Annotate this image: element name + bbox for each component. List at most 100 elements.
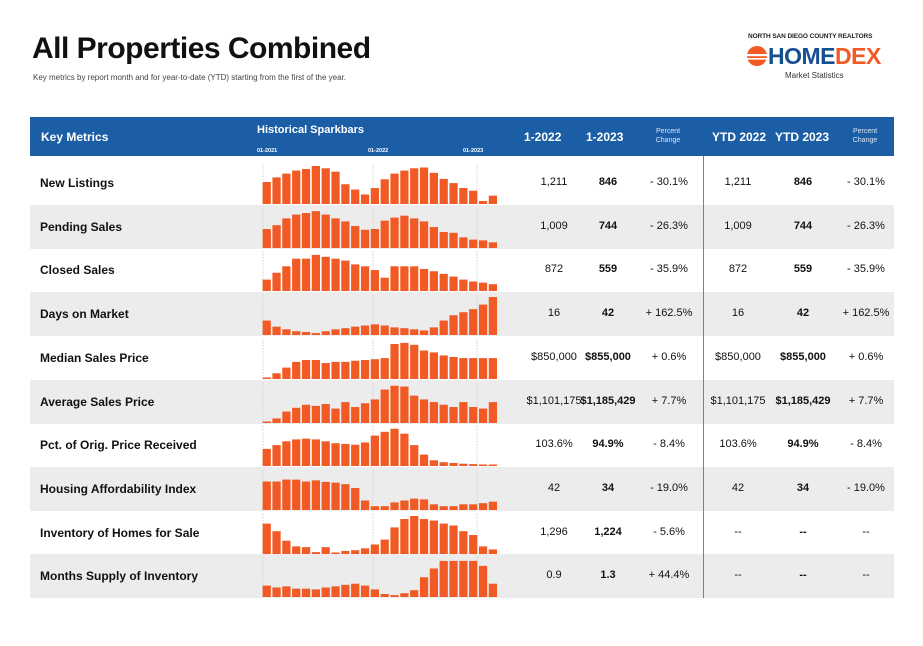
sparkbar xyxy=(311,405,320,423)
sparkbar xyxy=(419,167,429,204)
sparkbar xyxy=(459,279,468,291)
sparkbar xyxy=(262,229,271,248)
sparkbar xyxy=(410,498,419,510)
sparkbar xyxy=(370,435,379,466)
sparkbar xyxy=(301,169,311,204)
value-percent-change: - 30.1% xyxy=(650,176,688,188)
sparkbar xyxy=(400,500,409,510)
sparkbar xyxy=(272,587,281,597)
sparkbar xyxy=(410,218,419,248)
value-ytd-2022: 16 xyxy=(731,307,745,319)
header-ytd-2023: YTD 2023 xyxy=(775,130,830,144)
sparkbar xyxy=(292,588,301,597)
sparkbar xyxy=(282,266,291,291)
sparkbar xyxy=(360,325,370,335)
sparkbar xyxy=(390,173,399,204)
header-sparkbars: Historical Sparkbars xyxy=(257,124,364,136)
sparkbar xyxy=(341,361,350,379)
sparkbar xyxy=(429,227,438,248)
sparkbar xyxy=(272,418,281,423)
sparkbar xyxy=(370,399,379,423)
value-ytd-percent-change: + 0.6% xyxy=(848,351,884,363)
sparkbar xyxy=(419,221,429,248)
sparkbar xyxy=(351,583,360,597)
sparkbar xyxy=(262,481,271,510)
sparkbar xyxy=(292,546,301,554)
value-ytd-2023: 744 xyxy=(793,220,813,232)
table-row: Closed Sales 872 559 - 35.9% 872 559 - 35.9% xyxy=(30,248,894,292)
value-ytd-2022: -- xyxy=(734,569,742,581)
sparkbar xyxy=(351,487,360,510)
value-ytd-2022: -- xyxy=(734,526,742,538)
sparkbar xyxy=(390,595,399,597)
value-1-2023: 1,224 xyxy=(594,526,622,538)
sparkbar xyxy=(390,344,399,379)
sparkbar xyxy=(449,506,458,510)
value-1-2022: $850,000 xyxy=(531,351,577,363)
sparkbar xyxy=(469,309,478,335)
sparkbar xyxy=(262,523,271,554)
sparkbar xyxy=(272,481,281,510)
sparkbar xyxy=(301,331,311,335)
sparkbar xyxy=(478,358,488,379)
header-ytd-2022: YTD 2022 xyxy=(712,130,767,144)
sparkbar xyxy=(351,225,360,248)
sparkbar xyxy=(439,273,448,291)
sparkbar-chart xyxy=(262,426,497,466)
sparkbar xyxy=(262,585,271,597)
sparkbar xyxy=(282,329,291,335)
value-1-2023: 94.9% xyxy=(592,438,624,450)
logo-subtext: Market Statistics xyxy=(785,71,844,80)
sparkbar xyxy=(429,271,438,291)
sparkbar xyxy=(292,258,301,291)
sparkbar xyxy=(469,358,478,379)
sparkbar xyxy=(282,540,291,554)
sparkbar xyxy=(311,439,320,466)
value-ytd-2023: 846 xyxy=(793,176,813,188)
sparkbar xyxy=(311,552,320,554)
sparkbar xyxy=(478,304,488,335)
sparkbar xyxy=(488,501,497,510)
value-ytd-2023: $1,185,429 xyxy=(775,395,831,407)
value-ytd-percent-change: - 19.0% xyxy=(847,482,885,494)
sparkbar xyxy=(282,441,291,466)
logo-sun-icon xyxy=(747,46,767,66)
sparkbar xyxy=(488,549,497,554)
sparkbar xyxy=(439,355,448,379)
sparkbar xyxy=(321,256,330,291)
header-1-2023: 1-2023 xyxy=(586,130,624,144)
sparkbar xyxy=(419,350,429,379)
metric-label: Average Sales Price xyxy=(40,395,155,409)
sparkbar xyxy=(380,325,389,335)
sparkbar xyxy=(429,402,438,423)
sparkbar xyxy=(292,361,301,379)
value-ytd-2022: $850,000 xyxy=(715,351,761,363)
sparkbar xyxy=(360,266,370,291)
sparkbar xyxy=(321,547,330,554)
sparkbar xyxy=(282,367,291,379)
sparkbar xyxy=(321,331,330,335)
sparkbar xyxy=(410,445,419,466)
sparkbar xyxy=(331,408,340,423)
sparkbar xyxy=(341,484,350,510)
value-1-2022: 103.6% xyxy=(535,438,573,450)
sparkbar-chart xyxy=(262,470,497,510)
sparkbar xyxy=(478,546,488,554)
sparkbar xyxy=(390,385,399,423)
sparkbar xyxy=(429,172,438,204)
metric-label: Housing Affordability Index xyxy=(40,482,197,496)
table-row: Housing Affordability Index 42 34 - 19.0% 42… xyxy=(30,467,894,511)
header-ytd-percent-change: Percent Change xyxy=(845,127,885,145)
sparkbar xyxy=(311,480,320,510)
value-ytd-2023: -- xyxy=(799,569,807,581)
sparkbar xyxy=(400,593,409,597)
value-ytd-2023: 94.9% xyxy=(787,438,819,450)
table-row: Median Sales Price $850,000 $855,000 + 0.6%… xyxy=(30,336,894,380)
sparkbar xyxy=(341,402,350,423)
sparkbar-chart xyxy=(262,164,497,204)
sparkbar xyxy=(272,225,281,248)
sparkbar xyxy=(321,214,330,248)
sparkbar xyxy=(419,519,429,554)
sparkbar xyxy=(459,402,468,423)
sparkbar xyxy=(311,360,320,379)
